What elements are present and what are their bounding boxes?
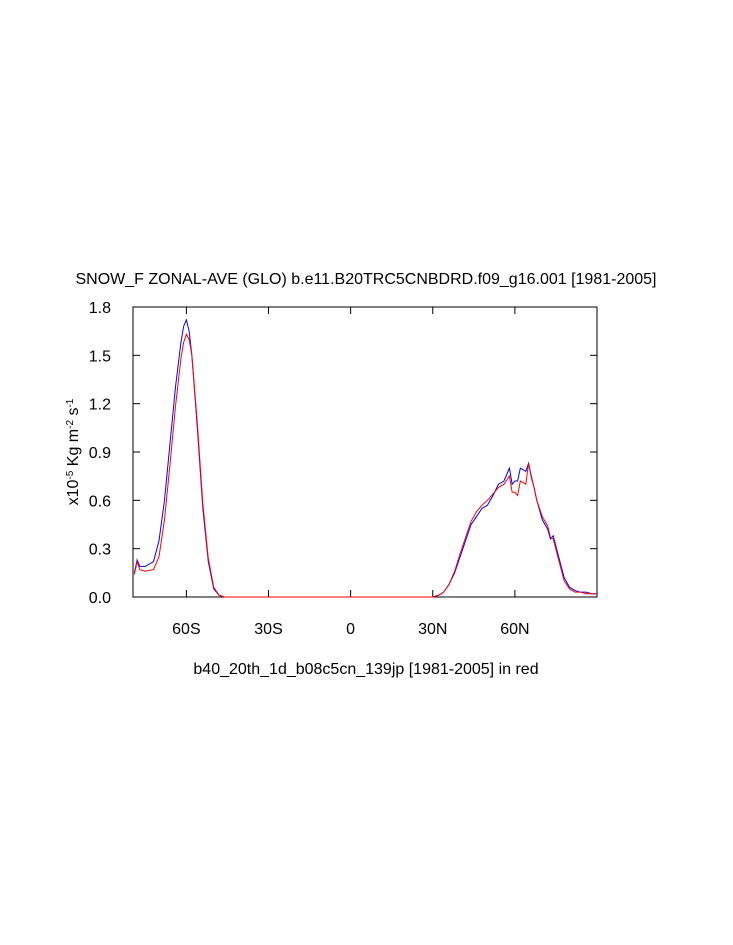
plot-frame <box>132 306 598 598</box>
series-line <box>133 333 597 598</box>
x-tick-label: 30N <box>418 621 447 638</box>
y-axis-label-exponent: -2 <box>65 420 76 429</box>
y-tick-label: 1.2 <box>89 397 111 414</box>
y-tick-label: 0.6 <box>89 493 111 510</box>
x-tick-label: 30S <box>254 621 282 638</box>
x-tick-label: 0 <box>346 621 355 638</box>
y-axis-label-exponent: -1 <box>65 398 76 407</box>
series-line <box>133 318 597 598</box>
y-tick-label: 1.8 <box>89 300 111 317</box>
x-tick-label: 60N <box>500 621 529 638</box>
y-tick-label: 1.5 <box>89 348 111 365</box>
y-axis-label-part: Kg m <box>65 429 82 471</box>
y-tick-label: 0.9 <box>89 445 111 462</box>
y-axis-label-exponent: -5 <box>65 470 76 479</box>
y-tick-label: 0.3 <box>89 542 111 559</box>
x-axis-label: b40_20th_1d_b08c5cn_139jp [1981-2005] in… <box>193 661 538 678</box>
x-tick-label: 60S <box>172 621 200 638</box>
chart-title: SNOW_F ZONAL-AVE (GLO) b.e11.B20TRC5CNBD… <box>76 271 657 288</box>
y-axis-label-part: x10 <box>65 479 82 505</box>
y-tick-label: 0.0 <box>89 590 111 607</box>
y-axis-label-part: s <box>65 408 82 420</box>
y-axis-label: x10-5 Kg m-2 s-1 <box>65 398 83 505</box>
